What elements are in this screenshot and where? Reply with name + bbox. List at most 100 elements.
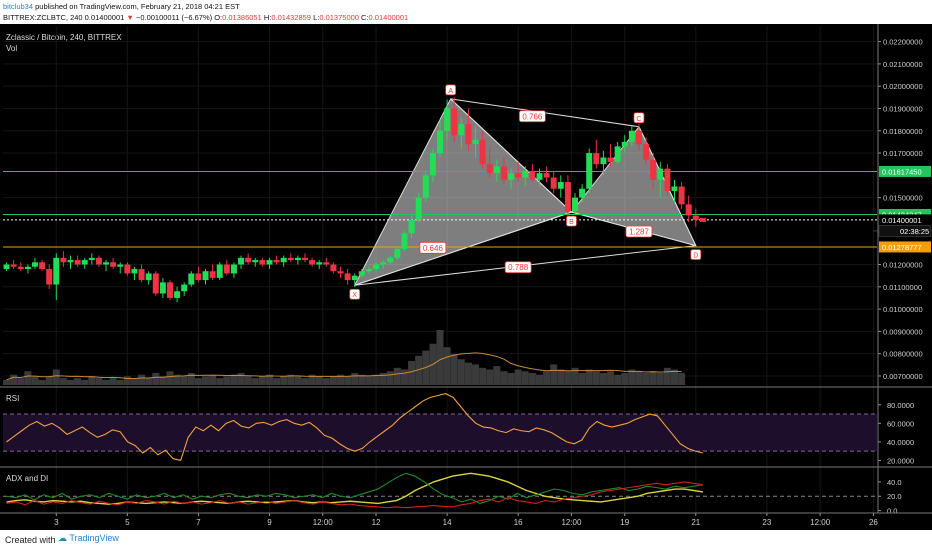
volume-bar: [528, 372, 536, 385]
volume-bar: [180, 376, 188, 385]
candle-body: [138, 268, 145, 281]
rsi-tick-label: 40.0000: [887, 438, 914, 447]
ohlc-low: 0.01375000: [319, 13, 359, 22]
candle-body: [103, 262, 110, 265]
volume-bar: [670, 369, 678, 385]
volume-bar: [265, 374, 273, 385]
volume-bar: [479, 367, 487, 385]
volume-ma-line: [6, 352, 682, 381]
candle-body: [415, 197, 422, 220]
volume-bar: [351, 372, 359, 385]
candle-body: [422, 175, 429, 198]
x-tick-label: 12: [372, 518, 381, 527]
x-tick-label: 5: [125, 518, 130, 527]
volume-bar: [194, 378, 202, 385]
candle-body: [365, 268, 372, 272]
candle-body: [437, 130, 443, 154]
volume-bar: [344, 376, 352, 385]
pattern-point-label: D: [693, 253, 698, 260]
candle-body: [238, 257, 245, 265]
volume-bar: [187, 372, 195, 385]
candle-body: [209, 271, 216, 278]
pattern-line: [450, 98, 572, 213]
volume-bar: [571, 367, 579, 385]
volume-bar: [130, 378, 138, 385]
volume-bar: [379, 372, 387, 385]
adx-tick-label: 40.0: [887, 478, 902, 487]
candle-body: [394, 248, 401, 258]
volume-bar: [159, 376, 167, 385]
ohlc-open: 0.01386051: [222, 13, 262, 22]
volume-bar: [550, 364, 558, 385]
candle-body: [408, 219, 415, 234]
y-tick-label: 0.00900000: [883, 327, 923, 336]
volume-bar: [315, 376, 323, 385]
x-tick-label: 21: [691, 518, 700, 527]
candle-body: [316, 262, 323, 265]
volume-bar: [38, 379, 46, 385]
price-label-box: [879, 241, 931, 253]
candle-body: [493, 166, 500, 174]
candle-body: [188, 273, 195, 285]
volume-bar: [436, 330, 444, 385]
y-tick-label: 0.01800000: [883, 127, 923, 136]
rsi-tick-label: 60.0000: [887, 419, 914, 428]
cloud-icon: ☁: [58, 533, 67, 543]
y-tick-label: 0.01500000: [883, 194, 923, 203]
volume-bar: [31, 376, 39, 385]
rsi-band-fill: [3, 414, 877, 452]
candle-body: [543, 173, 550, 178]
volume-bar: [450, 354, 458, 385]
candle-body: [131, 268, 138, 274]
volume-bar: [81, 379, 89, 385]
y-tick-label: 0.01000000: [883, 305, 923, 314]
y-tick-label: 0.02100000: [883, 60, 923, 69]
volume-bar: [535, 374, 543, 385]
volume-bar: [166, 371, 174, 385]
candle-body: [458, 124, 465, 136]
chart-canvas[interactable]: Zclassic / Bitcoin, 240, BITTREX Vol X A B…: [0, 24, 932, 530]
volume-bar: [607, 371, 615, 385]
candle-body: [245, 257, 252, 263]
candle-body: [301, 257, 308, 261]
x-tick-label: 12:00: [810, 518, 831, 527]
author-link[interactable]: bitclub34: [3, 2, 34, 11]
volume-bar: [393, 367, 401, 385]
candle-body: [351, 275, 358, 281]
candle-body: [216, 264, 223, 278]
volume-bar: [365, 376, 373, 385]
candle-body: [643, 144, 650, 160]
x-tick-label: 3: [54, 518, 59, 527]
candle-body: [280, 257, 287, 263]
pattern-point-box: [445, 84, 457, 96]
y-tick-label: 0.01100000: [883, 283, 922, 292]
volume-bar: [564, 371, 572, 385]
adx-title: ADX and DI: [6, 474, 48, 483]
di-plus-line: [6, 472, 703, 504]
time-axis[interactable]: 3 5 7 9 12:00 12 14 16 12:00 19 21 23 12:00 26: [54, 513, 878, 527]
pattern-point-box: [690, 249, 702, 260]
volume-bar: [408, 360, 416, 385]
chart-header: bitclub34 published on TradingView.com, …: [0, 0, 932, 24]
volume-bar: [472, 364, 480, 385]
candle-body: [635, 130, 642, 145]
candle-body: [230, 264, 237, 274]
volume-bar: [464, 362, 472, 385]
volume-bar: [599, 372, 607, 385]
volume-bar: [145, 378, 153, 385]
candle-body: [95, 257, 102, 265]
pattern-line: [354, 211, 572, 286]
rsi-pane[interactable]: RSI 80.0000 60.0000 40.0000 20.0000: [3, 393, 914, 466]
volume-bar: [280, 376, 288, 385]
y-tick-label: 0.00800000: [883, 350, 923, 359]
volume-bar: [294, 376, 302, 385]
tradingview-logo[interactable]: ☁ TradingView: [58, 533, 119, 544]
ratio-label: 0.788: [508, 263, 529, 272]
candle-body: [486, 164, 493, 174]
footer: Created with ☁ TradingView: [0, 530, 932, 550]
candle-body: [110, 262, 117, 267]
rsi-tick-label: 80.0000: [887, 401, 914, 410]
volume-bar: [3, 379, 11, 385]
ohlc-close: 0.01400001: [368, 13, 409, 22]
candle-body: [621, 141, 628, 147]
